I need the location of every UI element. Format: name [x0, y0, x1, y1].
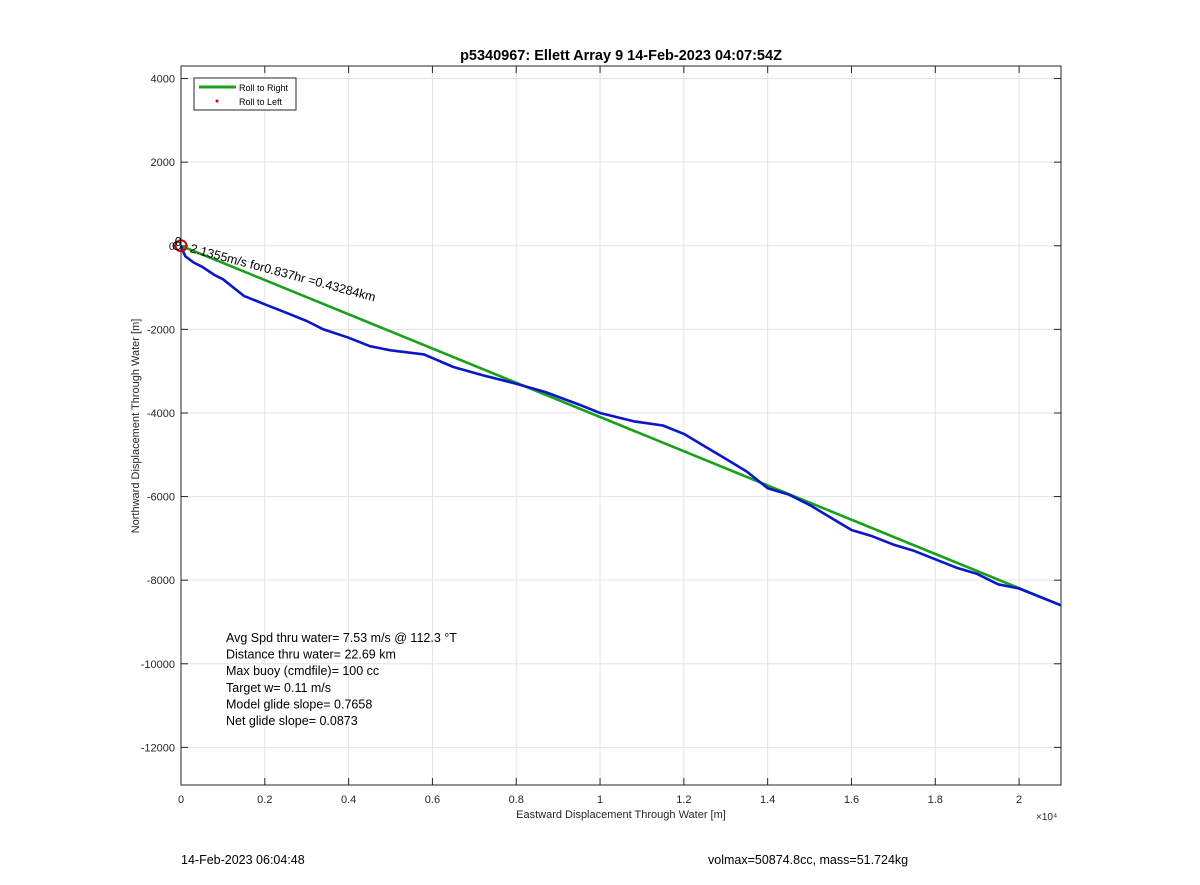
x-axis-label: Eastward Displacement Through Water [m] — [516, 809, 726, 821]
x-tick-label: 1.4 — [760, 794, 775, 806]
start-marker-black-circle — [172, 241, 182, 251]
x-tick-label: 1.8 — [928, 794, 943, 806]
x-tick-label: 0.2 — [257, 794, 272, 806]
y-tick-label: -10000 — [141, 659, 175, 671]
series-lines — [179, 244, 1062, 607]
start-marker-red-circle — [174, 239, 188, 253]
origin-annotation: 0 — [175, 235, 182, 249]
series-line-green — [180, 244, 1062, 607]
y-tick-label: -2000 — [147, 324, 175, 336]
x-tick-label: 0.6 — [425, 794, 440, 806]
x-tick-label: 1.2 — [676, 794, 691, 806]
stats-line: Net glide slope= 0.0873 — [226, 714, 358, 728]
stats-line: Distance thru water= 22.69 km — [226, 648, 396, 662]
legend-label-roll-right: Roll to Right — [239, 83, 289, 93]
stats-box: Avg Spd thru water= 7.53 m/s @ 112.3 °T D… — [226, 631, 457, 728]
stats-line: Target w= 0.11 m/s — [226, 681, 331, 695]
x-tick-label: 2 — [1016, 794, 1022, 806]
y-tick-label: -12000 — [141, 742, 175, 754]
start-markers — [172, 239, 188, 253]
series-line-blue — [179, 245, 1062, 607]
y-tick-label: -4000 — [147, 408, 175, 420]
axis-ticks: 0 0.2 0.4 0.6 0.8 1 1.2 1.4 1.6 1.8 2 4000 2000 0 -200… — [141, 66, 1061, 806]
x-tick-label: 0 — [178, 794, 184, 806]
stats-line: Model glide slope= 0.7658 — [226, 697, 372, 711]
y-tick-label: 0 — [169, 241, 175, 253]
footer-volmax-mass: volmax=50874.8cc, mass=51.724kg — [708, 853, 909, 867]
x-tick-label: 1.6 — [844, 794, 859, 806]
y-tick-label: 2000 — [151, 157, 175, 169]
x-tick-label: 0.4 — [341, 794, 356, 806]
x-axis-exponent-label: ×10⁴ — [1036, 812, 1057, 823]
footer-timestamp: 14-Feb-2023 06:04:48 — [181, 853, 305, 867]
x-tick-label: 0.8 — [509, 794, 524, 806]
legend-box — [193, 77, 297, 111]
grid-lines — [180, 66, 1061, 785]
y-tick-label: 4000 — [151, 74, 175, 86]
chart-title: p5340967: Ellett Array 9 14-Feb-2023 04:… — [460, 48, 782, 64]
plot-area-frame — [180, 65, 1062, 786]
legend-label-roll-left: Roll to Left — [239, 97, 283, 107]
legend: Roll to Right Roll to Left — [193, 77, 297, 111]
stats-line: Max buoy (cmdfile)= 100 cc — [226, 664, 379, 678]
y-axis-label: Northward Displacement Through Water [m] — [130, 319, 142, 534]
y-tick-label: -8000 — [147, 575, 175, 587]
stats-line: Avg Spd thru water= 7.53 m/s @ 112.3 °T — [226, 631, 457, 645]
legend-swatch-roll-left — [215, 99, 219, 103]
y-tick-label: -6000 — [147, 492, 175, 504]
x-tick-label: 1 — [597, 794, 603, 806]
